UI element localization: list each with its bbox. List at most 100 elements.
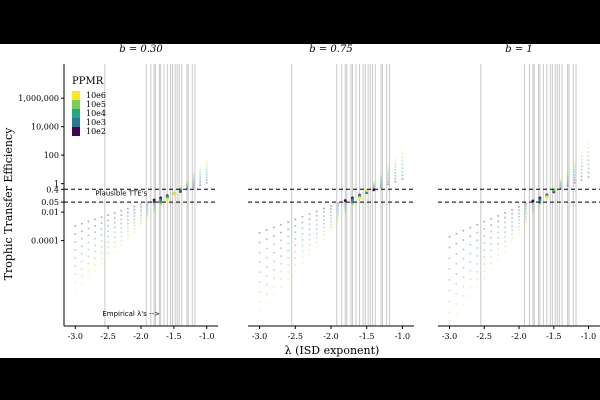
data-point (351, 200, 354, 204)
data-point (490, 261, 493, 264)
data-point (205, 179, 208, 182)
y-tick-label: 100 (44, 151, 59, 160)
data-point (146, 209, 149, 212)
data-point (107, 251, 110, 254)
data-point (205, 171, 208, 174)
data-point (448, 300, 451, 303)
data-point (497, 237, 500, 240)
figure: Trophic Transfer Efficiency λ (ISD expon… (0, 44, 600, 358)
data-point (511, 233, 514, 236)
data-point (192, 173, 195, 176)
data-point (192, 186, 195, 189)
data-point (287, 228, 290, 231)
data-point (258, 310, 261, 313)
data-point (566, 171, 569, 174)
data-point (205, 162, 208, 165)
data-point (518, 222, 520, 225)
data-point (559, 182, 562, 185)
data-point (107, 257, 110, 260)
data-point (152, 200, 156, 204)
data-point (490, 236, 493, 239)
data-point (258, 261, 261, 264)
data-point (146, 218, 149, 221)
data-point (199, 181, 202, 184)
data-point (308, 228, 311, 231)
data-point (518, 232, 520, 235)
data-point (401, 167, 404, 170)
data-point (587, 159, 590, 162)
data-point (587, 175, 590, 178)
panel-title: b = 0.75 (309, 44, 352, 55)
data-point (497, 214, 500, 217)
data-point (483, 227, 486, 230)
data-point (120, 235, 123, 238)
data-point (146, 203, 149, 206)
data-point (322, 226, 325, 229)
data-point (337, 219, 340, 222)
data-point (315, 219, 318, 222)
data-point (387, 169, 390, 172)
data-point (518, 229, 520, 232)
data-point (146, 216, 149, 219)
y-tick-label: 0.01 (41, 208, 59, 217)
y-tick-label: 0.4 (46, 185, 59, 194)
data-point (258, 231, 261, 234)
data-point (394, 180, 397, 183)
data-point (80, 282, 83, 285)
data-point (483, 270, 486, 273)
data-point (545, 196, 549, 199)
data-point (490, 217, 493, 220)
data-point (280, 278, 282, 281)
data-point (120, 239, 123, 242)
data-point (344, 210, 347, 213)
data-point (126, 233, 129, 236)
data-point (186, 180, 188, 183)
data-point (448, 289, 451, 292)
data-point (94, 257, 96, 260)
data-point (265, 247, 268, 250)
data-point (455, 292, 458, 295)
data-point (153, 211, 156, 214)
data-point (120, 222, 123, 225)
empirical-lambda-label: Empirical λ's --> (102, 310, 160, 318)
data-point (74, 232, 77, 235)
legend-label: 10e6 (86, 91, 106, 100)
legend-label: 10e3 (86, 118, 106, 127)
data-point (524, 202, 527, 205)
legend-swatch (72, 91, 80, 100)
data-point (455, 282, 458, 285)
data-point (272, 268, 275, 271)
data-point (186, 182, 188, 185)
data-point (351, 204, 354, 207)
data-point (401, 170, 404, 173)
data-point (280, 247, 282, 250)
data-point (280, 270, 282, 273)
data-point (566, 181, 569, 184)
data-point (258, 251, 261, 254)
data-point (287, 249, 290, 252)
data-point (483, 277, 486, 280)
data-point (518, 225, 520, 228)
data-point (337, 207, 340, 210)
panel-b-030: b = 0.30 1,000,000 10,000 100 10.4 0.050.01 0.… (18, 44, 218, 341)
data-point (573, 168, 576, 171)
data-point (497, 253, 500, 256)
data-point (401, 148, 404, 151)
data-point (372, 183, 375, 186)
data-point (301, 221, 304, 224)
y-tick-label: 1,000,000 (18, 94, 59, 103)
data-point (469, 226, 472, 229)
data-point (165, 198, 169, 202)
data-point (186, 187, 188, 190)
data-point (294, 269, 297, 272)
data-point (490, 255, 493, 258)
data-point (559, 178, 562, 181)
data-point (380, 179, 382, 182)
data-point (566, 183, 569, 186)
data-point (280, 231, 282, 234)
data-point (179, 186, 182, 189)
data-point (140, 211, 142, 214)
data-point (580, 172, 583, 175)
data-point (372, 182, 375, 185)
data-point (140, 222, 142, 225)
